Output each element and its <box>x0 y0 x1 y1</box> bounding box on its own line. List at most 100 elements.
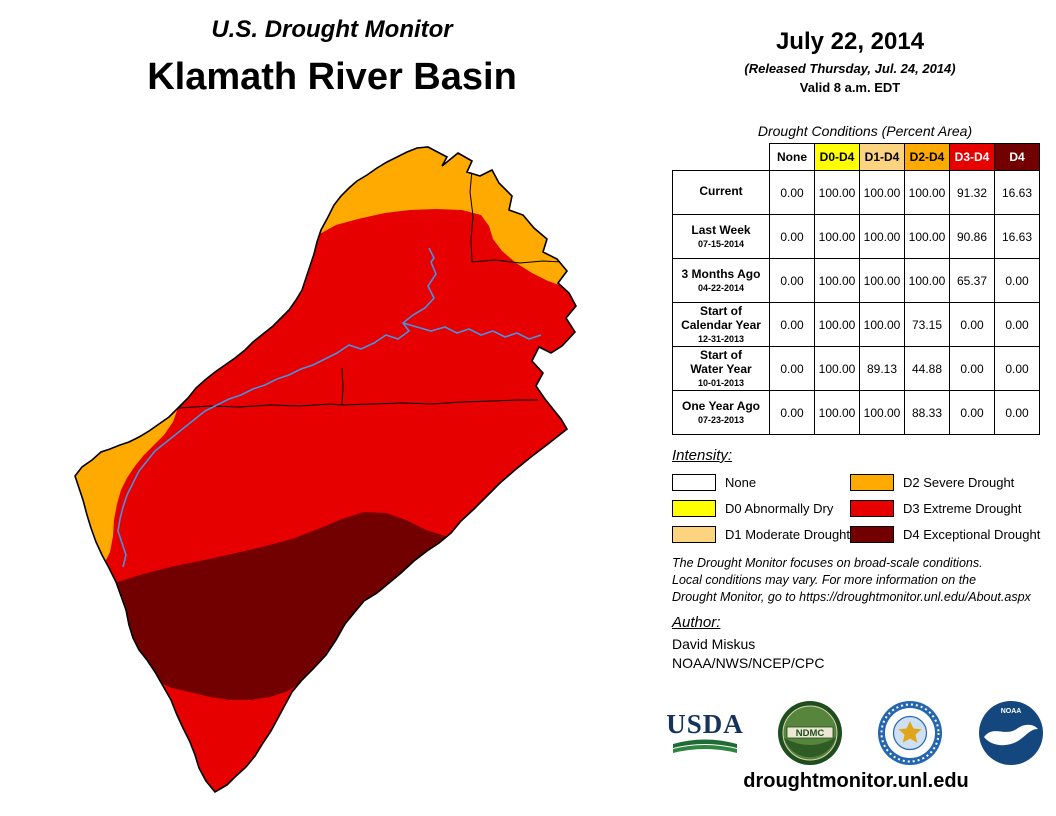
basin-outline <box>74 146 577 794</box>
row-label: Current <box>672 170 770 215</box>
legend-label: D1 Moderate Drought <box>725 526 851 542</box>
legend-swatch-d0 <box>672 499 716 517</box>
valid-time: Valid 8 a.m. EDT <box>799 80 901 95</box>
row-label-date: 04-22-2014 <box>697 282 745 293</box>
table-cell: 90.86 <box>949 214 995 259</box>
d4-exceptional-region <box>108 512 448 700</box>
legend-swatch-none <box>672 473 716 491</box>
river-main <box>117 247 437 568</box>
column-header-d0-d4: D0-D4 <box>814 143 860 171</box>
table-cell: 0.00 <box>949 346 995 391</box>
table-cell: 100.00 <box>814 302 860 347</box>
row-label: Last Week 07-15-2014 <box>672 214 770 259</box>
released-date: (Released Thursday, Jul. 24, 2014) <box>744 61 956 76</box>
table-cell: 44.88 <box>904 346 950 391</box>
legend-item-none: None <box>672 473 850 491</box>
row-label-date: 10-01-2013 <box>697 377 745 388</box>
disclaimer-line: The Drought Monitor focuses on broad-sca… <box>672 556 983 570</box>
column-header-none: None <box>769 143 815 171</box>
table-cell: 0.00 <box>949 390 995 435</box>
table-cell: 100.00 <box>904 258 950 303</box>
legend-swatch-d2 <box>850 473 894 491</box>
noaa-logo: NOAA <box>978 701 1043 765</box>
table-header-row: None D0-D4 D1-D4 D2-D4 D3-D4 D4 <box>672 143 1040 171</box>
table-cell: 16.63 <box>994 170 1040 215</box>
row-label-text: Current <box>699 184 743 199</box>
table-cell: 100.00 <box>814 214 860 259</box>
drought-conditions-table: None D0-D4 D1-D4 D2-D4 D3-D4 D4 Current … <box>672 143 1040 435</box>
row-label: 3 Months Ago 04-22-2014 <box>672 258 770 303</box>
disclaimer-text: The Drought Monitor focuses on broad-sca… <box>672 555 1031 606</box>
date-block: July 22, 2014 (Released Thursday, Jul. 2… <box>680 28 1020 95</box>
row-label-text: 3 Months Ago <box>681 267 761 282</box>
author-name: David Miskus <box>672 636 756 652</box>
table-cell: 100.00 <box>859 258 905 303</box>
intensity-heading: Intensity: <box>672 447 733 464</box>
column-header-d1-d4: D1-D4 <box>859 143 905 171</box>
disclaimer-line: Drought Monitor, go to https://droughtmo… <box>672 589 1031 604</box>
river-east-branch <box>402 322 542 340</box>
row-label-text: Start of Calendar Year <box>681 304 761 332</box>
row-label-text: Last Week <box>691 223 751 238</box>
row-label: Start of Calendar Year 12-31-2013 <box>672 302 770 347</box>
table-cell: 100.00 <box>859 302 905 347</box>
legend-item-d4: D4 Exceptional Drought <box>850 525 1044 543</box>
table-cell: 100.00 <box>814 346 860 391</box>
basin-map-svg <box>74 146 577 794</box>
table-cell: 0.00 <box>994 258 1040 303</box>
table-cell: 0.00 <box>769 214 815 259</box>
table-cell: 100.00 <box>904 170 950 215</box>
table-cell: 0.00 <box>994 390 1040 435</box>
row-label-date: 12-31-2013 <box>697 333 745 344</box>
legend-swatch-d4 <box>850 525 894 543</box>
noaa-logo-text: NOAA <box>1001 708 1022 715</box>
ndmc-logo-text: NDMC <box>795 728 824 739</box>
agency-logos: USDA NDMC NOAA <box>666 698 1044 768</box>
table-cell: 100.00 <box>814 390 860 435</box>
monitor-title: U.S. Drought Monitor <box>211 16 453 43</box>
table-cell: 89.13 <box>859 346 905 391</box>
row-label: One Year Ago 07-23-2013 <box>672 390 770 435</box>
table-cell: 100.00 <box>814 258 860 303</box>
table-cell: 16.63 <box>994 214 1040 259</box>
legend-label: D4 Exceptional Drought <box>903 526 1041 542</box>
table-title: Drought Conditions (Percent Area) <box>757 123 973 139</box>
column-header-d3-d4: D3-D4 <box>949 143 995 171</box>
table-row-start-water-year: Start of Water Year 10-01-2013 0.00 100.… <box>672 346 1040 391</box>
table-cell: 0.00 <box>769 346 815 391</box>
usda-logo: USDA <box>666 708 744 756</box>
legend-label: D0 Abnormally Dry <box>725 500 834 516</box>
column-header-d2-d4: D2-D4 <box>904 143 950 171</box>
author-organization: NOAA/NWS/NCEP/CPC <box>672 655 825 671</box>
table-row-start-calendar-year: Start of Calendar Year 12-31-2013 0.00 1… <box>672 302 1040 347</box>
legend-item-d3: D3 Extreme Drought <box>850 499 1044 517</box>
legend-label: None <box>725 474 757 490</box>
table-cell: 0.00 <box>769 390 815 435</box>
ndmc-logo: NDMC <box>777 701 842 765</box>
footer-url: droughtmonitor.unl.edu <box>743 770 969 792</box>
row-label-text: Start of Water Year <box>690 348 752 376</box>
table-cell: 0.00 <box>994 302 1040 347</box>
table-cell: 100.00 <box>859 390 905 435</box>
row-label-date: 07-23-2013 <box>697 414 745 425</box>
table-cell: 100.00 <box>904 214 950 259</box>
report-date: July 22, 2014 <box>775 28 925 55</box>
table-cell: 0.00 <box>769 302 815 347</box>
commerce-seal-logo <box>878 701 943 765</box>
county-boundaries <box>178 169 563 409</box>
row-label: Start of Water Year 10-01-2013 <box>672 346 770 391</box>
legend-swatch-d3 <box>850 499 894 517</box>
usda-logo-text: USDA <box>666 708 744 739</box>
table-cell: 88.33 <box>904 390 950 435</box>
table-cell: 100.00 <box>859 170 905 215</box>
river-lines <box>117 247 542 568</box>
usda-swoosh-icon <box>673 739 737 753</box>
table-row-last-week: Last Week 07-15-2014 0.00 100.00 100.00 … <box>672 214 1040 259</box>
row-label-date: 07-15-2014 <box>697 238 745 249</box>
table-cell: 91.32 <box>949 170 995 215</box>
table-row-3-months-ago: 3 Months Ago 04-22-2014 0.00 100.00 100.… <box>672 258 1040 303</box>
table-corner-cell <box>672 143 770 171</box>
table-cell: 0.00 <box>769 170 815 215</box>
legend-item-d0: D0 Abnormally Dry <box>672 499 850 517</box>
legend-label: D3 Extreme Drought <box>903 500 1022 516</box>
